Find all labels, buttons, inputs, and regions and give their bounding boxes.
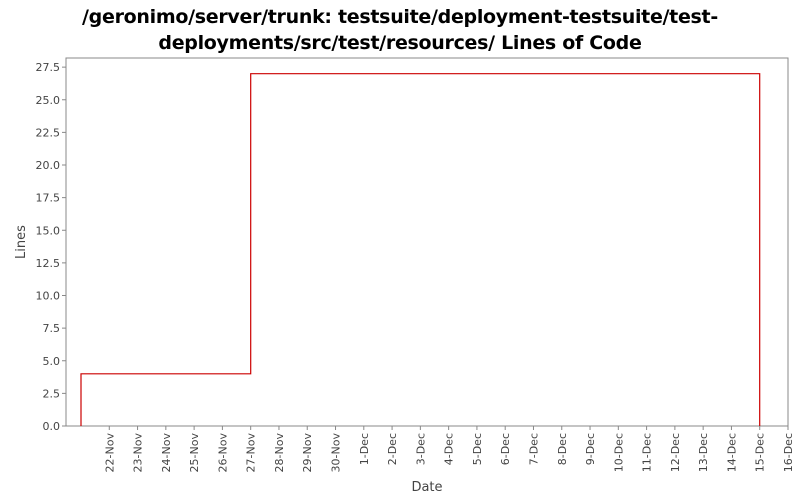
- series-line: [80, 73, 761, 426]
- y-tick-label: 7.5: [43, 322, 61, 335]
- y-tick-label: 2.5: [43, 387, 61, 400]
- y-tick-label: 12.5: [36, 257, 61, 270]
- x-tick-label: 9-Dec: [584, 433, 597, 465]
- y-tick-label: 27.5: [36, 61, 61, 74]
- x-tick-label: 14-Dec: [725, 433, 738, 472]
- y-tick-label: 25.0: [36, 94, 61, 107]
- x-tick-label: 7-Dec: [527, 433, 540, 465]
- x-tick-label: 22-Nov: [103, 433, 116, 473]
- chart-title-line-2: deployments/src/test/resources/ Lines of…: [158, 32, 642, 54]
- plot-area: [65, 57, 789, 427]
- x-axis: 22-Nov 23-Nov 24-Nov 25-Nov 26-Nov 27-Nov 28-N…: [103, 426, 795, 472]
- y-tick-label: 20.0: [36, 159, 61, 172]
- x-tick-label: 1-Dec: [358, 433, 371, 465]
- x-tick-label: 5-Dec: [471, 433, 484, 465]
- y-tick-label: 5.0: [43, 355, 61, 368]
- x-tick-label: 10-Dec: [612, 433, 625, 472]
- x-tick-label: 24-Nov: [160, 433, 173, 473]
- x-tick-label: 13-Dec: [697, 433, 710, 472]
- x-tick-label: 27-Nov: [245, 433, 258, 473]
- x-tick-label: 16-Dec: [782, 433, 795, 472]
- x-tick-label: 30-Nov: [330, 433, 343, 473]
- y-tick-label: 10.0: [36, 290, 61, 303]
- x-tick-label: 2-Dec: [386, 433, 399, 465]
- x-tick-label: 28-Nov: [273, 433, 286, 473]
- chart-title-line-1: /geronimo/server/trunk: testsuite/deploy…: [82, 6, 718, 28]
- x-tick-label: 3-Dec: [414, 433, 427, 465]
- y-tick-label: 17.5: [36, 192, 61, 205]
- x-tick-label: 29-Nov: [301, 433, 314, 473]
- y-tick-label: 0.0: [43, 420, 61, 433]
- x-tick-label: 23-Nov: [132, 433, 145, 473]
- x-tick-label: 12-Dec: [669, 433, 682, 472]
- x-tick-label: 26-Nov: [216, 433, 229, 473]
- x-axis-label: Date: [411, 480, 442, 495]
- x-tick-label: 15-Dec: [754, 433, 767, 472]
- x-tick-label: 4-Dec: [443, 433, 456, 465]
- x-tick-label: 11-Dec: [641, 433, 654, 472]
- y-tick-label: 15.0: [36, 224, 61, 237]
- y-axis: 0.0 2.5 5.0 7.5 10.0 12.5 15.0 17.5 20.0 22.5 25.0…: [36, 61, 66, 433]
- x-tick-label: 25-Nov: [188, 433, 201, 473]
- y-axis-label: Lines: [14, 225, 29, 259]
- y-tick-label: 22.5: [36, 126, 61, 139]
- x-tick-label: 8-Dec: [556, 433, 569, 465]
- chart-title: /geronimo/server/trunk: testsuite/deploy…: [0, 4, 800, 56]
- x-tick-label: 6-Dec: [499, 433, 512, 465]
